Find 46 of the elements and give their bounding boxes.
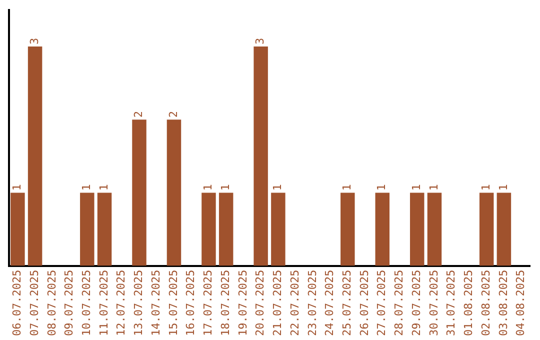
x-tick-label: 17.07.2025 xyxy=(202,270,215,336)
data-label: 1 xyxy=(496,184,510,191)
x-tick-label: 12.07.2025 xyxy=(114,270,128,336)
x-tick-label: 20.07.2025 xyxy=(254,270,267,336)
data-label: 1 xyxy=(10,184,24,191)
x-tick-label: 28.07.2025 xyxy=(392,270,406,336)
x-tick-label: 03.08.2025 xyxy=(496,270,510,336)
data-label: 3 xyxy=(28,38,41,45)
data-label: 3 xyxy=(254,38,267,45)
data-label: 1 xyxy=(375,184,388,191)
x-tick-label: 31.07.2025 xyxy=(444,270,458,336)
x-tick-label: 06.07.2025 xyxy=(10,270,24,336)
data-label: 2 xyxy=(132,110,146,118)
x-tick-label: 21.07.2025 xyxy=(271,270,284,336)
x-tick-label: 23.07.2025 xyxy=(306,270,319,336)
x-tick-label: 15.07.2025 xyxy=(166,270,180,336)
x-tick-label: 14.07.2025 xyxy=(149,270,162,336)
x-tick-label: 27.07.2025 xyxy=(375,270,388,336)
x-tick-label: 18.07.2025 xyxy=(218,270,232,336)
x-tick-label: 30.07.2025 xyxy=(427,270,440,336)
x-tick-label: 10.07.2025 xyxy=(80,270,94,336)
x-tick-label: 11.07.2025 xyxy=(97,270,110,336)
data-label: 1 xyxy=(80,184,94,191)
x-tick-label: 13.07.2025 xyxy=(132,270,146,336)
x-tick-label: 01.08.2025 xyxy=(462,270,476,336)
x-tick-label: 26.07.2025 xyxy=(358,270,371,336)
x-tick-label: 22.07.2025 xyxy=(288,270,302,336)
x-tick-label: 08.07.2025 xyxy=(45,270,58,336)
data-label: 1 xyxy=(271,184,284,191)
x-tick-label: 02.08.2025 xyxy=(479,270,492,336)
data-label: 1 xyxy=(340,184,354,191)
data-label: 1 xyxy=(202,184,215,191)
data-label: 1 xyxy=(218,184,232,191)
data-label: 2 xyxy=(166,110,180,118)
x-tick-label: 19.07.2025 xyxy=(236,270,250,336)
x-tick-label: 07.07.2025 xyxy=(28,270,41,336)
data-label: 1 xyxy=(410,184,423,191)
data-label: 1 xyxy=(427,184,440,191)
x-tick-label: 24.07.2025 xyxy=(323,270,336,336)
x-tick-label: 09.07.2025 xyxy=(62,270,76,336)
data-label: 1 xyxy=(479,184,492,191)
x-tick-label: 16.07.2025 xyxy=(184,270,198,336)
x-tick-label: 29.07.2025 xyxy=(410,270,423,336)
data-label: 1 xyxy=(97,184,110,191)
x-tick-label: 04.08.2025 xyxy=(514,270,528,336)
x-tick-label: 25.07.2025 xyxy=(340,270,354,336)
